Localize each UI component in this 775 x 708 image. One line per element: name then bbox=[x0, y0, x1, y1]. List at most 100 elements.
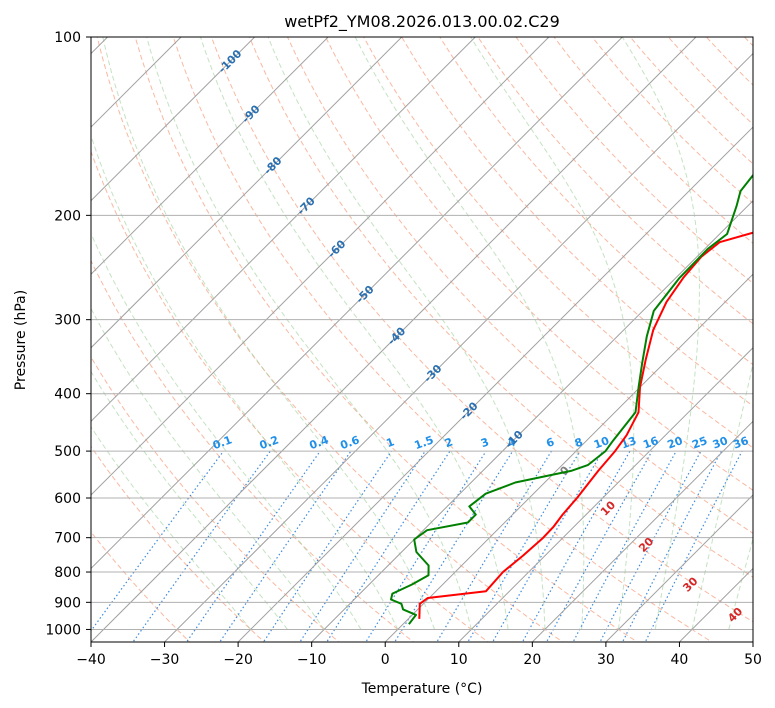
mixing-ratio-label: 3 bbox=[479, 435, 491, 450]
mixing-ratio-label: 10 bbox=[592, 434, 611, 452]
mixing-ratio-label: 1.5 bbox=[413, 433, 436, 452]
plot-frame bbox=[90, 36, 754, 643]
dry-adiabat-line bbox=[210, 37, 753, 623]
moist-adiabat-line bbox=[91, 370, 288, 630]
isotherm-label: 10 bbox=[598, 498, 618, 518]
isotherm-line bbox=[237, 126, 753, 642]
mixing-ratio-label: 1 bbox=[384, 435, 396, 450]
x-tick-label: 20 bbox=[523, 652, 541, 668]
mixing-ratio-line bbox=[262, 450, 392, 642]
isotherm-line bbox=[91, 37, 182, 128]
moist-adiabat-line bbox=[691, 361, 753, 630]
isotherm-label: 30 bbox=[680, 574, 700, 594]
dry-adiabat-line bbox=[744, 37, 753, 47]
dry-adiabat-line bbox=[439, 37, 753, 366]
y-axis: 100 200 300 400 500 600 700 800 900 1000 bbox=[45, 30, 91, 638]
mixing-ratio-label: 30 bbox=[711, 434, 730, 452]
moist-adiabat-line bbox=[102, 37, 436, 630]
isotherm-line bbox=[91, 37, 550, 496]
dry-adiabat-line bbox=[553, 37, 753, 244]
moist-adiabat-line bbox=[354, 37, 585, 630]
dry-adiabat-line bbox=[287, 37, 753, 534]
x-tick-label: 50 bbox=[744, 652, 762, 668]
isotherm-label: 40 bbox=[725, 605, 745, 625]
dry-adiabat-line bbox=[705, 37, 753, 86]
gridlines bbox=[91, 37, 753, 642]
y-axis-label: Pressure (hPa) bbox=[13, 290, 29, 390]
y-tick-label: 400 bbox=[54, 387, 81, 403]
y-tick-label: 100 bbox=[54, 30, 81, 46]
mixing-ratio-label: 0.1 bbox=[211, 433, 234, 452]
mixing-ratio-label: 0.4 bbox=[308, 433, 331, 452]
isotherm-line bbox=[91, 37, 477, 423]
x-tick-label: −40 bbox=[76, 652, 106, 668]
y-tick-label: 800 bbox=[54, 565, 81, 581]
dry-adiabat-line bbox=[325, 37, 753, 491]
moist-adiabat-line bbox=[621, 37, 700, 630]
mixing-ratio-label: 6 bbox=[544, 435, 556, 450]
dry-adiabat-line bbox=[91, 445, 265, 642]
chart-title: wetPf2_YM08.2026.013.00.02.C29 bbox=[284, 12, 560, 32]
dewpoint-profile-line bbox=[390, 173, 753, 625]
moist-adiabat-line bbox=[91, 134, 399, 630]
isotherm-line bbox=[605, 494, 753, 642]
moist-adiabat-line bbox=[91, 232, 362, 630]
mixing-ratio-line bbox=[219, 450, 352, 642]
moist-adiabat-line bbox=[146, 37, 472, 630]
moist-adiabat-line bbox=[91, 426, 252, 630]
isotherm-line bbox=[91, 37, 403, 349]
x-tick-label: 40 bbox=[671, 652, 689, 668]
x-axis: −40 −30 −20 −10 0 10 20 30 40 50 bbox=[76, 642, 762, 668]
dry-adiabat-line bbox=[591, 37, 753, 204]
background-lines bbox=[91, 37, 753, 642]
dry-adiabat-line bbox=[91, 356, 340, 642]
mixing-ratio-labels: 0.1 0.2 0.4 0.6 1 1.5 2 3 4 6 8 10 13 16 20 25 30 36 bbox=[211, 433, 751, 452]
mixing-ratio-line bbox=[572, 450, 677, 642]
moist-adiabat-line bbox=[200, 37, 509, 630]
isotherm-line bbox=[752, 641, 753, 642]
mixing-ratio-label: 0.2 bbox=[258, 433, 281, 452]
x-tick-label: −10 bbox=[297, 652, 327, 668]
isotherm-line bbox=[678, 567, 753, 642]
isotherm-line bbox=[310, 199, 753, 642]
isotherm-line bbox=[91, 37, 697, 642]
y-tick-label: 700 bbox=[54, 531, 81, 547]
mixing-ratio-label: 0.6 bbox=[338, 433, 361, 452]
isotherm-line bbox=[91, 37, 329, 275]
mixing-ratio-label: 8 bbox=[573, 435, 585, 450]
isotherm-line bbox=[531, 420, 753, 642]
y-tick-label: 1000 bbox=[45, 622, 81, 638]
mixing-ratio-line bbox=[621, 450, 722, 642]
isotherm-line bbox=[457, 347, 753, 642]
moist-adiabat-line bbox=[91, 307, 325, 630]
y-tick-label: 200 bbox=[54, 208, 81, 224]
x-tick-label: −20 bbox=[223, 652, 253, 668]
mixing-ratio-line bbox=[185, 450, 321, 642]
mixing-ratio-label: 25 bbox=[690, 434, 709, 451]
mixing-ratio-line bbox=[132, 450, 271, 642]
x-tick-label: 10 bbox=[450, 652, 468, 668]
mixing-ratio-label: 16 bbox=[641, 434, 660, 452]
x-tick-label: −30 bbox=[150, 652, 180, 668]
y-tick-label: 300 bbox=[54, 313, 81, 329]
isotherm-line bbox=[91, 37, 256, 202]
dry-adiabat-line bbox=[477, 37, 753, 325]
temperature-profile-line bbox=[418, 231, 753, 619]
dry-adiabat-line bbox=[363, 37, 753, 449]
isotherm-line bbox=[163, 52, 753, 642]
y-tick-label: 900 bbox=[54, 595, 81, 611]
y-tick-label: 500 bbox=[54, 444, 81, 460]
x-tick-label: 30 bbox=[597, 652, 615, 668]
dry-adiabat-line bbox=[96, 37, 564, 642]
isotherm-line bbox=[384, 273, 753, 642]
profiles bbox=[390, 173, 753, 625]
mixing-ratio-label: 20 bbox=[666, 434, 685, 452]
mixing-ratio-line bbox=[599, 450, 702, 642]
mixing-ratio-line bbox=[467, 450, 581, 642]
x-tick-label: 0 bbox=[381, 652, 390, 668]
moist-adiabat-line bbox=[728, 536, 753, 630]
mixing-ratio-label: 4 bbox=[506, 435, 518, 450]
mixing-ratio-label: 36 bbox=[731, 434, 750, 452]
moist-adiabat-line bbox=[267, 37, 546, 630]
